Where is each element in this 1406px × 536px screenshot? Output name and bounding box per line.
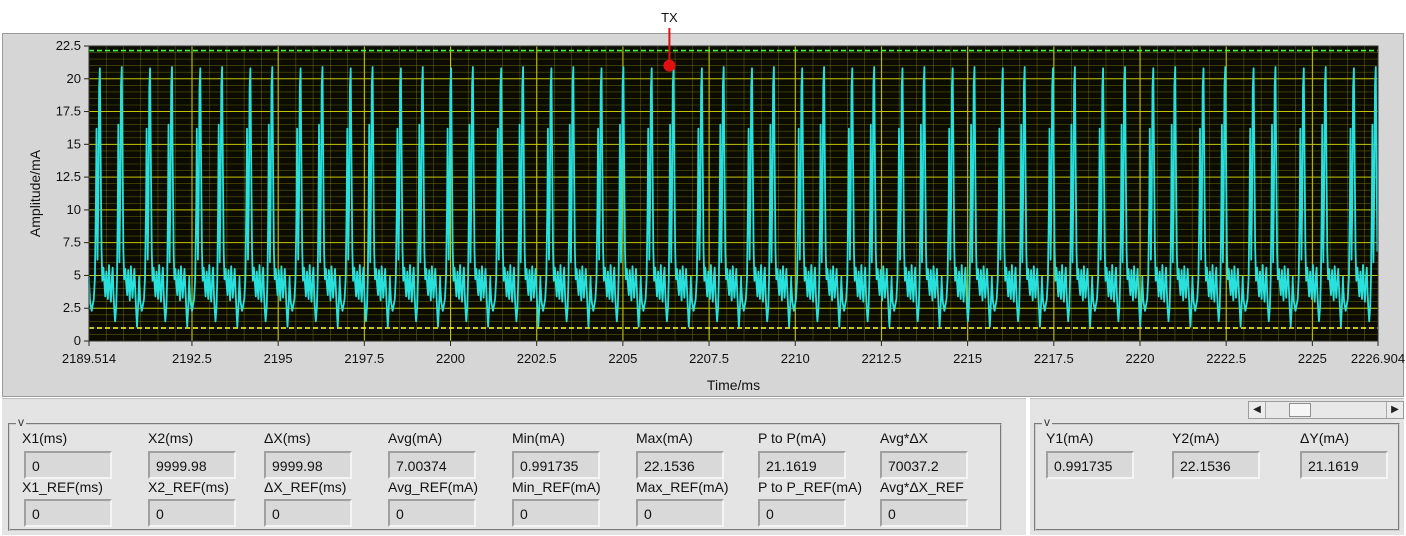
p-to-p-ref-value[interactable]: 0	[758, 499, 846, 527]
max-value[interactable]: 22.1536	[636, 451, 724, 479]
delta-y-label: ΔY(mA)	[1300, 430, 1350, 446]
y1-value[interactable]: 0.991735	[1046, 451, 1134, 479]
delta-y-value[interactable]: 21.1619	[1300, 451, 1388, 479]
avg-dx-ref-label: Avg*ΔX_REF	[880, 479, 964, 495]
x-tick-label: 2207.5	[689, 351, 729, 366]
y-tick-label: 22.5	[56, 38, 81, 53]
delta-x-value[interactable]: 9999.98	[264, 451, 352, 479]
x-axis-title: Time/ms	[707, 377, 760, 393]
y-tick-label: 5	[74, 267, 81, 282]
cursor-marker[interactable]	[663, 59, 676, 72]
x-tick-label: 2200	[436, 351, 465, 366]
x-tick-label: 2202.5	[517, 351, 557, 366]
delta-x-ref-value[interactable]: 0	[264, 499, 352, 527]
x-tick-label: 2225	[1298, 351, 1327, 366]
x-tick-label: 2226.904	[1351, 351, 1405, 366]
waveform-series[interactable]	[88, 66, 1379, 328]
arrow-right-icon[interactable]: ▶	[1386, 402, 1403, 418]
x-tick-label: 2212.5	[862, 351, 902, 366]
p-to-p-ref-label: P to P_REF(mA)	[758, 479, 862, 495]
x-measurements-group: v	[8, 415, 1002, 531]
x-tick-label: 2217.5	[1034, 351, 1074, 366]
graph-scrollbar[interactable]: ◀ ▶	[1248, 401, 1404, 419]
y-tick-label: 0	[74, 333, 81, 348]
max-ref-label: Max_REF(mA)	[636, 479, 729, 495]
x1-label: X1(ms)	[22, 430, 68, 446]
arrow-left-icon[interactable]: ◀	[1249, 402, 1266, 418]
avg-dx-ref-value[interactable]: 0	[880, 499, 968, 527]
x-group-label: v	[16, 415, 26, 429]
min-ref-label: Min_REF(mA)	[512, 479, 601, 495]
min-value[interactable]: 0.991735	[512, 451, 600, 479]
plot-border	[88, 45, 1379, 342]
x-tick-label: 2189.514	[62, 351, 116, 366]
y2-label: Y2(mA)	[1172, 430, 1220, 446]
x-tick-label: 2215	[953, 351, 982, 366]
x2-label: X2(ms)	[148, 430, 194, 446]
min-ref-value[interactable]: 0	[512, 499, 600, 527]
x2-ref-value[interactable]: 0	[148, 499, 236, 527]
scrollbar-thumb[interactable]	[1289, 403, 1311, 417]
avg-dx-label: Avg*ΔX	[880, 430, 929, 446]
y-tick-label: 2.5	[63, 300, 81, 315]
delta-x-label: ΔX(ms)	[264, 430, 311, 446]
cursor-label: TX	[661, 10, 678, 25]
x-tick-label: 2195	[264, 351, 293, 366]
x2-ref-label: X2_REF(ms)	[148, 479, 229, 495]
x-tick-label: 2210	[781, 351, 810, 366]
y-measurements-panel: v Y1(mA) 0.991735 Y2(mA) 22.1536 ΔY(mA) …	[1030, 398, 1404, 535]
x2-value[interactable]: 9999.98	[148, 451, 236, 479]
y-tick-label: 17.5	[56, 104, 81, 119]
avg-ref-value[interactable]: 0	[388, 499, 476, 527]
y-tick-label: 10	[67, 202, 81, 217]
y2-value[interactable]: 22.1536	[1172, 451, 1260, 479]
min-label: Min(mA)	[512, 430, 565, 446]
y-tick-label: 7.5	[63, 235, 81, 250]
avg-label: Avg(mA)	[388, 430, 443, 446]
waveform-graph[interactable]: 2189.514 2192.5 2195 2197.5 2200 2202.5 2205 22…	[0, 0, 1406, 400]
max-ref-value[interactable]: 0	[636, 499, 724, 527]
x-tick-label: 2197.5	[344, 351, 384, 366]
y-tick-label: 15	[67, 136, 81, 151]
avg-dx-value[interactable]: 70037.2	[880, 451, 968, 479]
x1-ref-value[interactable]: 0	[24, 499, 112, 527]
avg-value[interactable]: 7.00374	[388, 451, 476, 479]
x-tick-label: 2192.5	[172, 351, 212, 366]
x1-value[interactable]: 0	[24, 451, 112, 479]
x-tick-label: 2205	[608, 351, 637, 366]
y-tick-label: 12.5	[56, 169, 81, 184]
y-tick-label: 20	[67, 71, 81, 86]
x1-ref-label: X1_REF(ms)	[22, 479, 103, 495]
x-measurements-panel: v X1(ms) 0 X2(ms) 9999.98 ΔX(ms) 9999.98…	[2, 398, 1026, 535]
p-to-p-label: P to P(mA)	[758, 430, 827, 446]
x-tick-label: 2220	[1126, 351, 1155, 366]
y1-label: Y1(mA)	[1046, 430, 1094, 446]
p-to-p-value[interactable]: 21.1619	[758, 451, 846, 479]
y-measurements-group: v	[1034, 415, 1400, 531]
delta-x-ref-label: ΔX_REF(ms)	[264, 479, 347, 495]
max-label: Max(mA)	[636, 430, 693, 446]
x-tick-label: 2222.5	[1206, 351, 1246, 366]
y-axis-title: Amplitude/mA	[27, 149, 43, 237]
y-group-label: v	[1042, 415, 1052, 429]
avg-ref-label: Avg_REF(mA)	[388, 479, 478, 495]
